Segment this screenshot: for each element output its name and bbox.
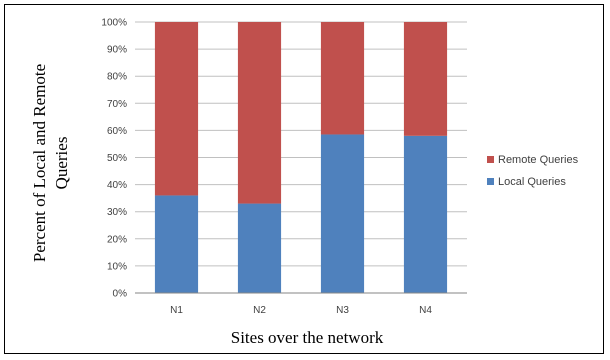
y-tick-label: 90% xyxy=(107,45,127,56)
bars xyxy=(154,22,448,293)
legend-label: Local Queries xyxy=(498,176,566,188)
legend-label: Remote Queries xyxy=(498,154,579,166)
x-tick-label: N1 xyxy=(170,305,183,316)
bar-segment-local-queries xyxy=(154,195,199,293)
bar-segment-remote-queries xyxy=(403,22,448,136)
stacked-bar-chart: 0% 10% 20% 30% 40% 50% 60% 70% 80% 90% 100% N1 N2 N3… xyxy=(30,18,579,348)
x-axis-title: Sites over the network xyxy=(231,328,384,347)
bar-segment-remote-queries xyxy=(237,22,282,204)
y-tick-label: 60% xyxy=(107,126,127,137)
y-tick-label: 40% xyxy=(107,180,127,191)
x-tick-label: N4 xyxy=(419,305,432,316)
y-tick-label: 10% xyxy=(107,261,127,272)
legend: Remote Queries Local Queries xyxy=(487,154,579,188)
bar-segment-local-queries xyxy=(403,135,448,293)
legend-swatch xyxy=(487,156,494,163)
bar-segment-local-queries xyxy=(237,203,282,293)
y-axis-title-line-1: Percent of Local and Remote xyxy=(30,64,49,262)
y-tick-label: 80% xyxy=(107,72,127,83)
y-tick-label: 50% xyxy=(107,153,127,164)
bar-segment-local-queries xyxy=(320,134,365,293)
bar-segment-remote-queries xyxy=(320,22,365,135)
bar-segment-remote-queries xyxy=(154,22,199,196)
y-tick-labels: 0% 10% 20% 30% 40% 50% 60% 70% 80% 90% 100% xyxy=(101,18,127,300)
x-tick-labels: N1 N2 N3 N4 xyxy=(170,305,432,316)
legend-swatch xyxy=(487,178,494,185)
x-tick-label: N3 xyxy=(336,305,349,316)
y-tick-label: 70% xyxy=(107,99,127,110)
x-tick-label: N2 xyxy=(253,305,266,316)
y-tick-label: 30% xyxy=(107,207,127,218)
y-tick-label: 0% xyxy=(113,289,128,300)
chart-frame: 0% 10% 20% 30% 40% 50% 60% 70% 80% 90% 100% N1 N2 N3… xyxy=(4,4,604,354)
y-tick-label: 20% xyxy=(107,234,127,245)
y-tick-label: 100% xyxy=(101,18,127,29)
y-axis-title-line-2: Queries xyxy=(52,137,71,190)
